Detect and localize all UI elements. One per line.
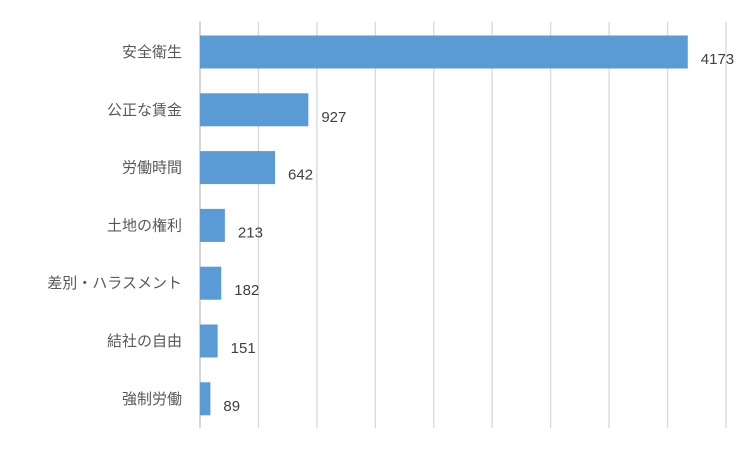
- data-label: 151: [231, 340, 256, 357]
- data-labels: 4173 927 642 213 182 151 89: [223, 51, 734, 415]
- category-label: 安全衛生: [122, 43, 182, 61]
- bar: [200, 208, 225, 242]
- bar: [200, 324, 218, 358]
- bar: [200, 35, 688, 69]
- category-label: 公正な賃金: [107, 101, 182, 119]
- data-label: 182: [234, 282, 259, 299]
- bars: [200, 35, 688, 416]
- data-label: 4173: [701, 51, 734, 68]
- bar: [200, 266, 222, 300]
- category-label: 土地の権利: [107, 216, 182, 234]
- category-label: 強制労働: [122, 390, 182, 408]
- bar: [200, 93, 309, 127]
- category-label: 差別・ハラスメント: [47, 274, 182, 292]
- data-label: 642: [288, 167, 313, 184]
- gridlines: [199, 22, 727, 428]
- category-label: 労働時間: [122, 159, 182, 177]
- data-label: 213: [238, 224, 263, 241]
- data-label: 927: [321, 109, 346, 126]
- bar: [200, 382, 211, 416]
- bar: [200, 151, 276, 185]
- data-label: 89: [223, 398, 240, 415]
- category-label: 結社の自由: [107, 332, 182, 350]
